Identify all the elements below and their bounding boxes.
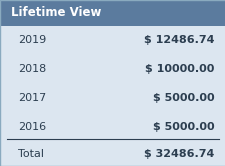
Text: 2018: 2018: [18, 64, 46, 74]
Text: 2017: 2017: [18, 93, 46, 103]
Text: $ 12486.74: $ 12486.74: [144, 35, 214, 45]
Text: $ 32486.74: $ 32486.74: [144, 149, 214, 159]
Text: 2019: 2019: [18, 35, 46, 45]
Text: $ 5000.00: $ 5000.00: [152, 122, 214, 132]
Text: Total: Total: [18, 149, 44, 159]
Text: 2016: 2016: [18, 122, 46, 132]
FancyBboxPatch shape: [0, 0, 225, 26]
Text: Lifetime View: Lifetime View: [11, 6, 101, 19]
Text: $ 5000.00: $ 5000.00: [152, 93, 214, 103]
Text: $ 10000.00: $ 10000.00: [145, 64, 214, 74]
